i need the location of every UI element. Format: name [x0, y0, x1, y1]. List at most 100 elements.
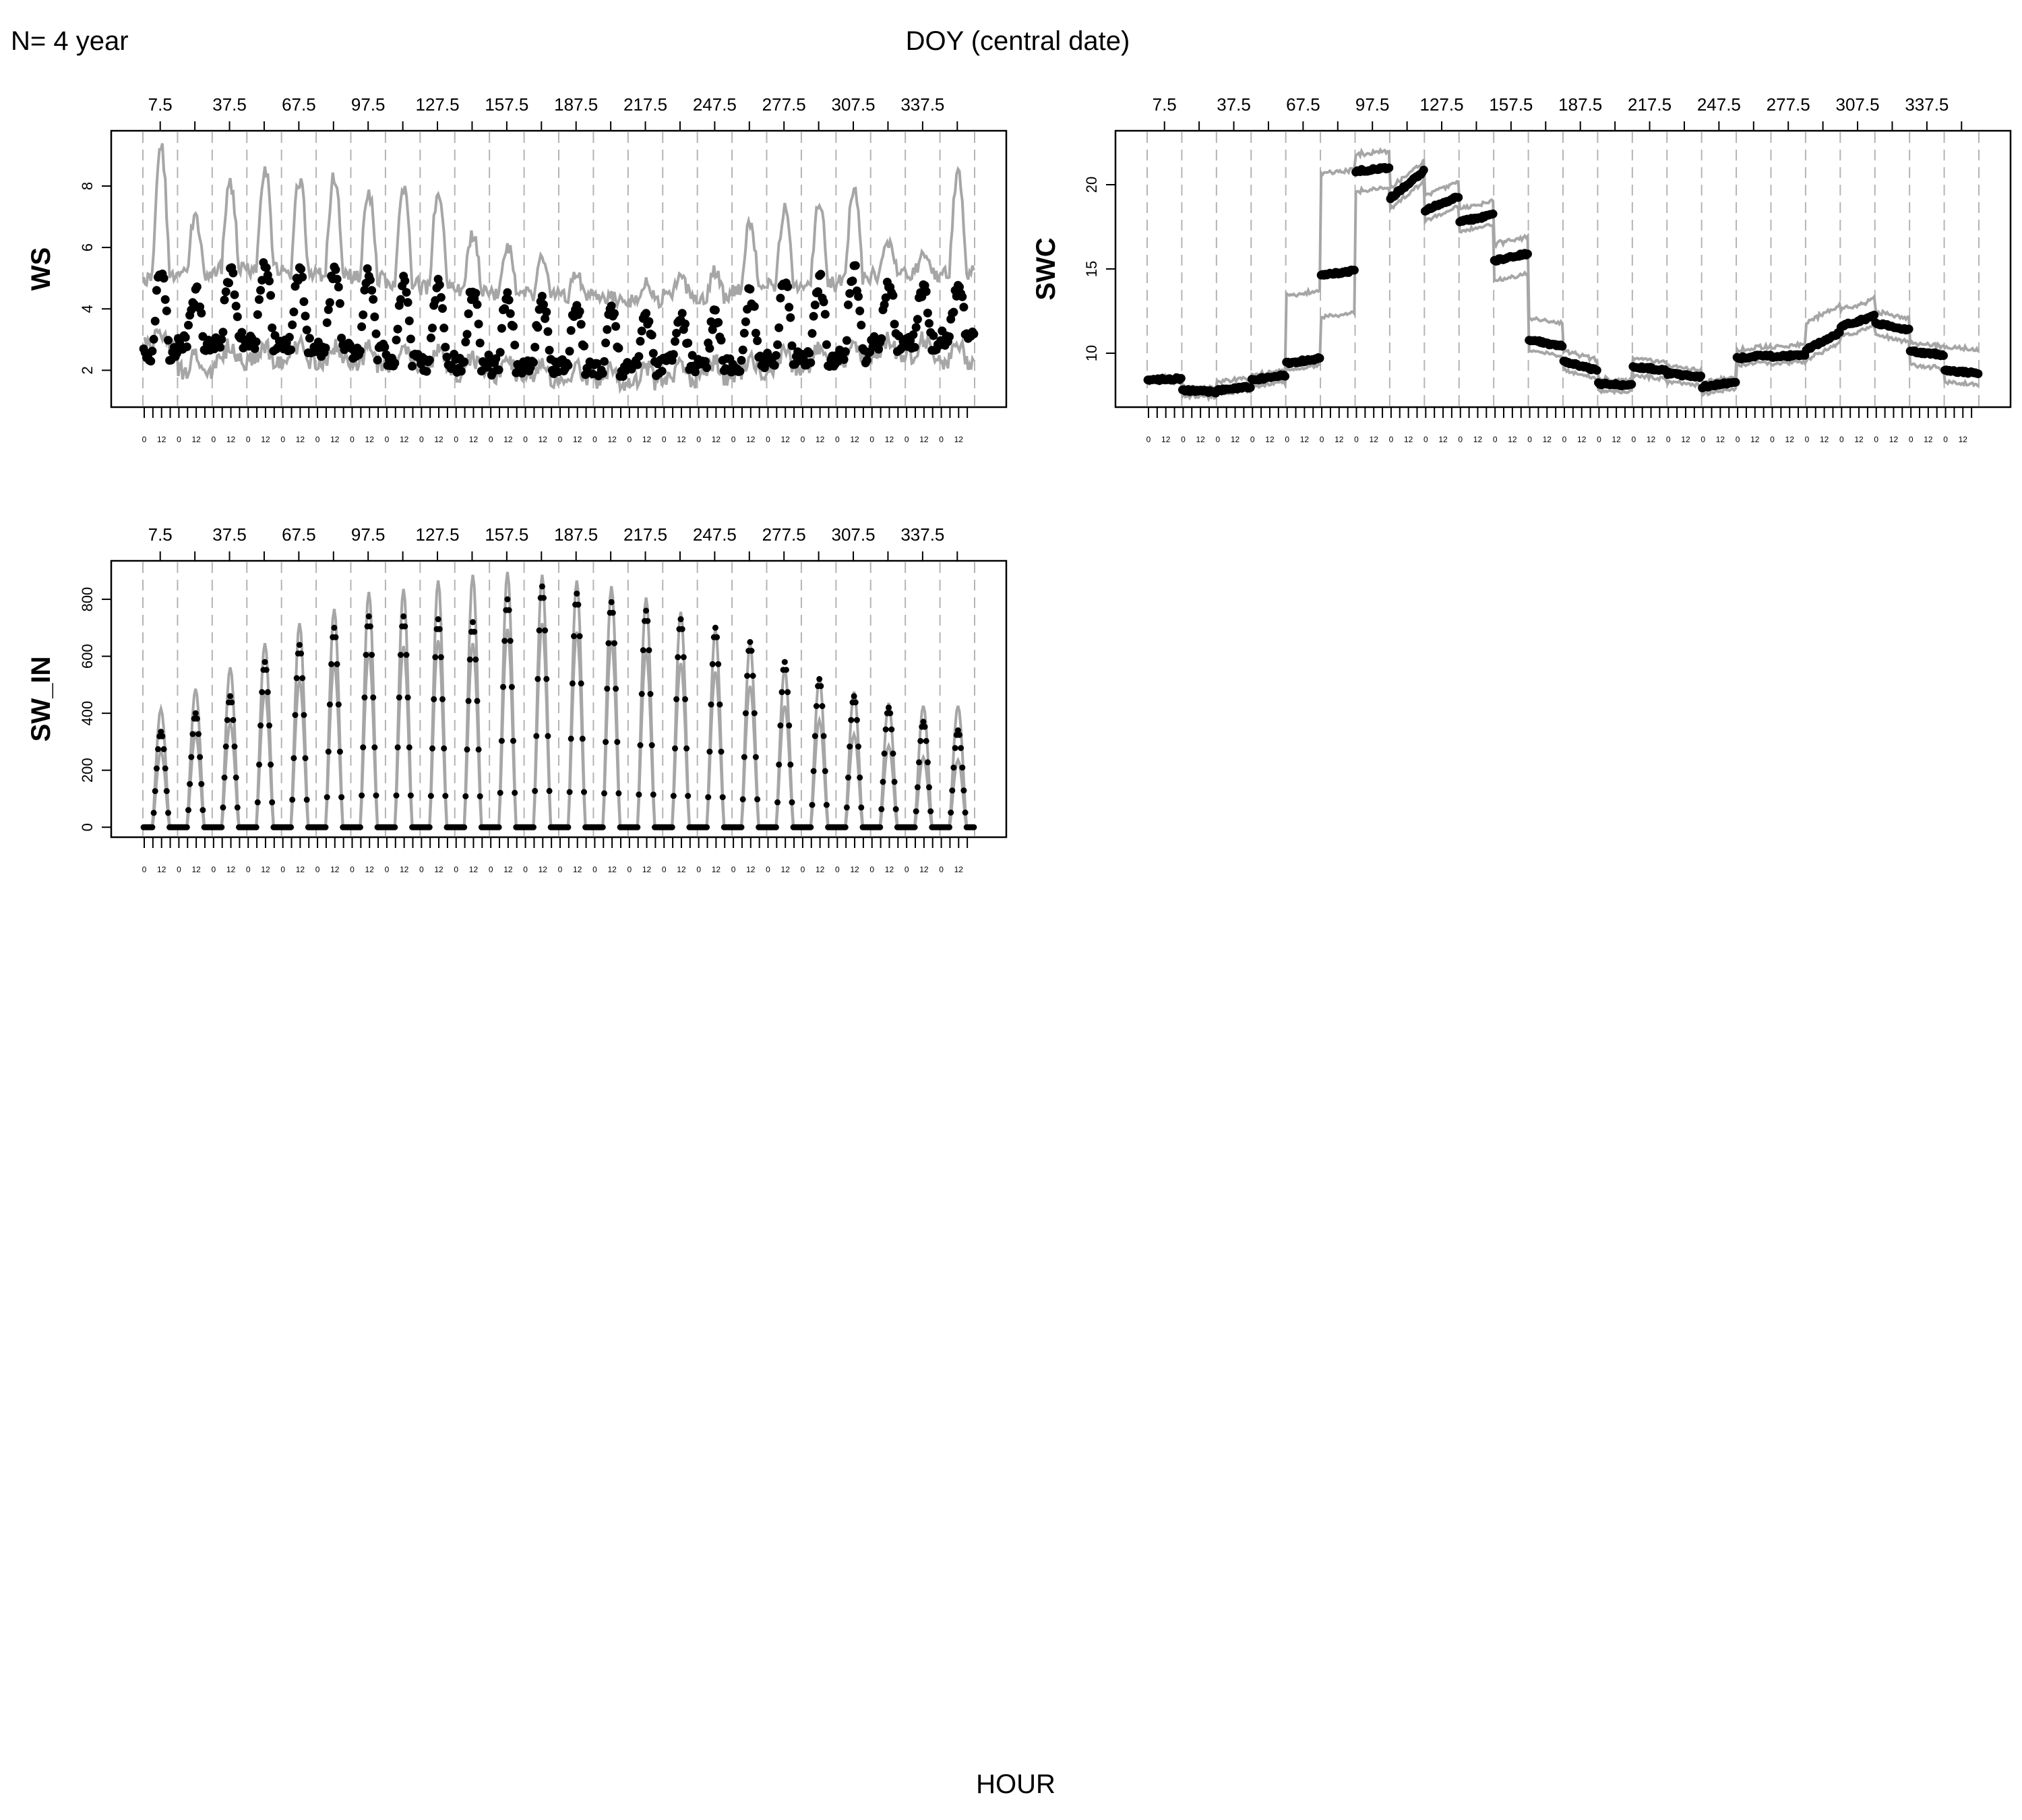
data-point [188, 754, 195, 760]
data-point [809, 311, 818, 321]
data-point [681, 320, 690, 328]
data-point [673, 696, 680, 702]
data-point [475, 338, 485, 348]
data-point [890, 320, 899, 329]
data-point [501, 638, 508, 644]
data-point [816, 270, 826, 279]
y-tick-label: 800 [79, 587, 96, 612]
data-point [429, 745, 435, 752]
data-point [192, 710, 199, 717]
doy-tick-label: 127.5 [416, 524, 460, 545]
data-point [184, 320, 193, 330]
data-point [571, 633, 577, 640]
data-point [301, 712, 307, 719]
data-point [845, 289, 855, 298]
hour-tick-label: 0 [1562, 435, 1567, 444]
data-point [150, 810, 157, 816]
data-point [914, 784, 921, 791]
hour-tick-label: 0 [592, 435, 597, 444]
hour-tick-label: 12 [1438, 435, 1448, 444]
y-tick-label: 0 [79, 823, 96, 831]
data-point [945, 332, 954, 341]
data-point [495, 348, 505, 357]
data-point [470, 619, 476, 626]
data-point [848, 717, 855, 723]
data-point [533, 323, 543, 332]
hour-axis-title: HOUR [976, 1769, 1055, 1799]
data-point [888, 726, 895, 733]
y-tick-label: 15 [1083, 261, 1100, 277]
doy-tick-label: 37.5 [212, 524, 247, 545]
data-point [614, 344, 623, 353]
hour-tick-label: 0 [211, 865, 216, 874]
hour-tick-label: 12 [400, 435, 409, 444]
data-point [891, 779, 898, 785]
data-point [744, 673, 751, 679]
data-point [680, 654, 687, 661]
data-point [160, 746, 167, 752]
data-point [494, 365, 503, 375]
doy-tick-label: 247.5 [693, 524, 737, 545]
data-point [745, 284, 755, 294]
hour-tick-label: 12 [296, 435, 305, 444]
data-point [1488, 209, 1498, 218]
data-point [1349, 266, 1359, 275]
data-point [266, 722, 272, 729]
data-point [857, 320, 866, 330]
data-point [971, 824, 977, 830]
hour-tick-label: 12 [850, 435, 859, 444]
data-point [634, 352, 644, 361]
data-point [683, 338, 693, 348]
data-point [408, 361, 417, 371]
data-point [437, 654, 444, 661]
hour-tick-label: 0 [280, 865, 285, 874]
data-point [165, 810, 171, 816]
hour-tick-label: 0 [939, 865, 944, 874]
data-point [183, 824, 190, 830]
data-point [474, 320, 483, 329]
data-point [851, 693, 857, 700]
hour-tick-label: 0 [731, 865, 736, 874]
data-point [704, 824, 710, 830]
doy-tick-label: 37.5 [1217, 94, 1251, 115]
sw-in-panel: SW_IN [26, 559, 1008, 839]
hour-tick-label: 12 [607, 865, 617, 874]
data-point [579, 735, 586, 742]
doy-tick-label: 217.5 [623, 94, 667, 115]
data-point [611, 322, 621, 331]
data-point [599, 824, 606, 830]
doy-tick-label: 187.5 [1558, 94, 1602, 115]
data-point [770, 361, 779, 370]
data-point [890, 750, 896, 757]
data-point [881, 293, 890, 303]
hour-tick-label: 0 [1146, 435, 1151, 444]
hour-tick-label: 12 [1647, 435, 1656, 444]
data-point [855, 744, 861, 750]
data-point [221, 287, 231, 297]
data-point [289, 307, 299, 317]
data-point [537, 291, 547, 301]
data-point [361, 694, 368, 701]
hour-tick-label: 0 [1354, 435, 1359, 444]
data-point [400, 613, 407, 619]
data-point [335, 701, 342, 708]
hour-tick-label: 12 [781, 865, 791, 874]
data-point [809, 801, 816, 808]
data-point [218, 824, 225, 830]
data-point [529, 358, 538, 367]
data-point [456, 367, 466, 376]
data-point [289, 796, 296, 803]
hour-tick-label: 12 [469, 865, 479, 874]
data-point [335, 299, 344, 308]
data-point [672, 328, 681, 338]
data-point [422, 367, 431, 376]
hour-tick-label: 0 [385, 435, 390, 444]
data-point [182, 342, 191, 351]
data-point [813, 703, 820, 709]
data-point [920, 719, 927, 725]
data-point [958, 292, 967, 301]
data-point [181, 333, 190, 342]
hour-tick-label: 12 [503, 865, 513, 874]
data-point [888, 291, 898, 300]
hour-tick-label: 12 [1196, 435, 1205, 444]
